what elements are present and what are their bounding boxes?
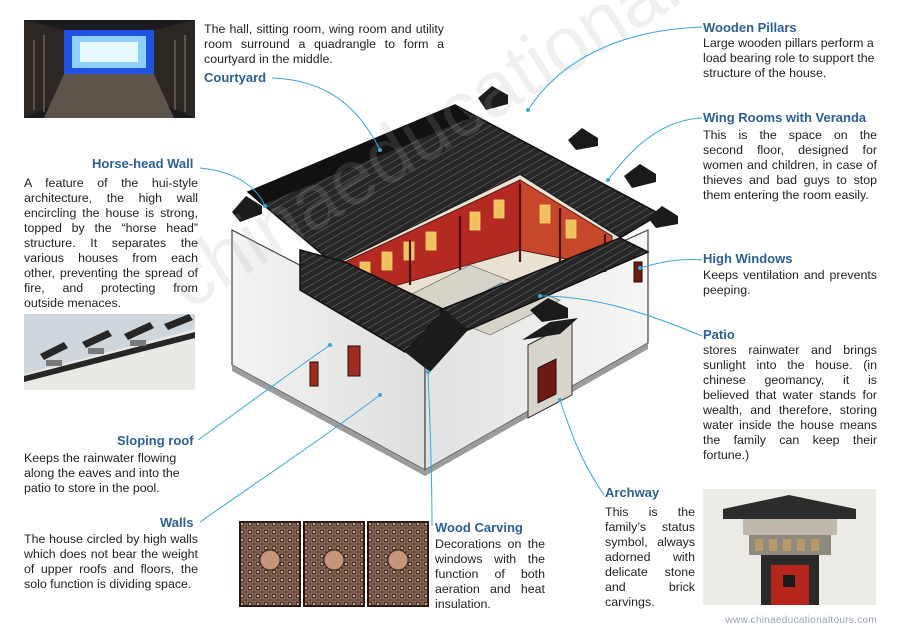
leader-wood-carving [427, 371, 433, 527]
wood-carving-photo [238, 520, 430, 608]
sloping-roof-text: Keeps the rainwater flowing along the ea… [24, 451, 180, 495]
patio-title: Patio [703, 327, 735, 342]
wooden-pillars-text: Large wooden pillars perform a load bear… [703, 36, 875, 80]
courtyard-photo [24, 20, 195, 118]
horse-head-wall-photo [24, 314, 195, 390]
leader-walls [199, 394, 381, 523]
walls-title: Walls [160, 515, 194, 530]
wooden-pillars-title: Wooden Pillars [703, 20, 797, 35]
watermark-url: www.chinaeducationaltours.com [725, 615, 877, 626]
courtyard-text: The hall, sitting room, wing room and ut… [204, 22, 444, 66]
archway-photo [703, 489, 876, 605]
horse-head-wall-text: A feature of the hui-style architecture,… [24, 176, 198, 310]
walls-text: The house circled by high walls which do… [24, 532, 198, 591]
leader-wing-rooms [607, 117, 703, 181]
wood-carving-text: Decorations on the windows with the func… [435, 537, 545, 611]
archway-text: This is the family’s status symbol, alwa… [605, 505, 695, 609]
horse-head-wall-title: Horse-head Wall [92, 156, 194, 171]
courtyard-title: Courtyard [204, 70, 267, 85]
wing-rooms-title: Wing Rooms with Veranda [703, 110, 867, 125]
high-windows-drawn [309, 261, 643, 387]
right-outer-wall [424, 229, 649, 476]
archway-gate [522, 318, 578, 419]
high-windows-text: Keeps ventilation and prevents peeping. [703, 268, 877, 297]
archway-title: Archway [605, 485, 660, 500]
wood-carving-title: Wood Carving [435, 520, 523, 535]
wing-rooms-text: This is the space on the second floor, d… [703, 128, 877, 202]
leader-sloping-roof [197, 344, 331, 441]
high-windows-title: High Windows [703, 251, 793, 266]
leader-patio [539, 295, 703, 337]
leader-archway [559, 399, 605, 496]
front-roofs [299, 237, 650, 372]
sloping-roof-title: Sloping roof [117, 433, 194, 448]
patio-text: stores rainwater and brings sunlight int… [703, 343, 877, 462]
leader-high-windows [639, 259, 703, 269]
